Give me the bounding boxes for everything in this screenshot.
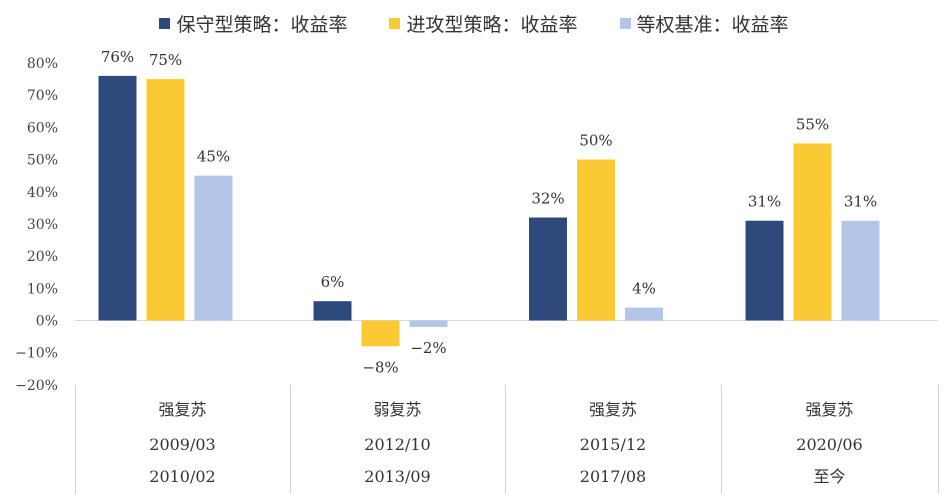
bar xyxy=(194,175,233,321)
category-date-label: 2012/10 xyxy=(364,435,430,454)
legend-item-conservative: 保守型策略：收益率 xyxy=(159,10,347,37)
y-tick-label: 0% xyxy=(36,314,58,330)
bar xyxy=(409,320,448,327)
category-date-label: 至今 xyxy=(813,467,845,486)
bar xyxy=(313,301,352,321)
y-tick-label: −20% xyxy=(15,378,58,394)
data-label: 31% xyxy=(844,193,877,211)
y-tick-label: 50% xyxy=(27,153,58,169)
legend-label-conservative: 保守型策略：收益率 xyxy=(176,13,348,36)
category-date-label: 2015/12 xyxy=(580,435,646,454)
bar xyxy=(146,79,185,321)
bar xyxy=(841,220,880,321)
chart-legend: 保守型策略：收益率 进攻型策略：收益率 等权基准：收益率 xyxy=(0,8,948,38)
category-phase-label: 强复苏 xyxy=(158,400,206,419)
legend-item-aggressive: 进攻型策略：收益率 xyxy=(389,10,578,37)
legend-label-aggressive: 进攻型策略：收益率 xyxy=(406,13,578,36)
category-date-label: 2009/03 xyxy=(149,435,215,454)
legend-label-benchmark: 等权基准：收益率 xyxy=(636,13,789,36)
y-tick-label: 10% xyxy=(27,281,58,297)
bar xyxy=(529,217,567,321)
data-label: 50% xyxy=(579,132,612,150)
y-tick-label: 80% xyxy=(27,56,58,72)
y-tick-label: 40% xyxy=(27,185,58,201)
y-tick-label: 30% xyxy=(27,217,58,233)
bar xyxy=(577,159,615,321)
y-tick-label: −10% xyxy=(15,346,58,362)
category-phase-label: 强复苏 xyxy=(589,400,637,419)
legend-swatch-benchmark xyxy=(619,17,631,29)
data-label: 75% xyxy=(149,51,182,69)
legend-item-benchmark: 等权基准：收益率 xyxy=(619,10,789,37)
data-label: −8% xyxy=(362,358,398,376)
data-label: 4% xyxy=(632,280,656,298)
data-label: 45% xyxy=(197,148,230,166)
category-date-label: 2020/06 xyxy=(796,435,862,454)
bar xyxy=(361,320,400,347)
y-tick-label: 70% xyxy=(27,88,58,104)
data-label: 6% xyxy=(321,273,345,291)
bar xyxy=(625,307,663,321)
category-phase-label: 弱复苏 xyxy=(373,400,421,419)
legend-swatch-aggressive xyxy=(389,17,401,29)
category-date-label: 2010/02 xyxy=(149,467,215,486)
y-tick-label: 20% xyxy=(27,249,58,265)
y-tick-label: 60% xyxy=(27,120,58,136)
data-label: 76% xyxy=(101,48,134,66)
bar xyxy=(745,220,784,321)
bar xyxy=(98,75,137,321)
category-phase-label: 强复苏 xyxy=(805,400,853,419)
category-date-label: 2017/08 xyxy=(580,467,646,486)
data-label: −2% xyxy=(410,339,446,357)
category-date-label: 2013/09 xyxy=(364,467,430,486)
bar xyxy=(793,143,832,321)
legend-swatch-conservative xyxy=(159,17,171,29)
data-label: 31% xyxy=(748,193,781,211)
data-label: 55% xyxy=(796,115,829,133)
data-label: 32% xyxy=(531,190,564,208)
